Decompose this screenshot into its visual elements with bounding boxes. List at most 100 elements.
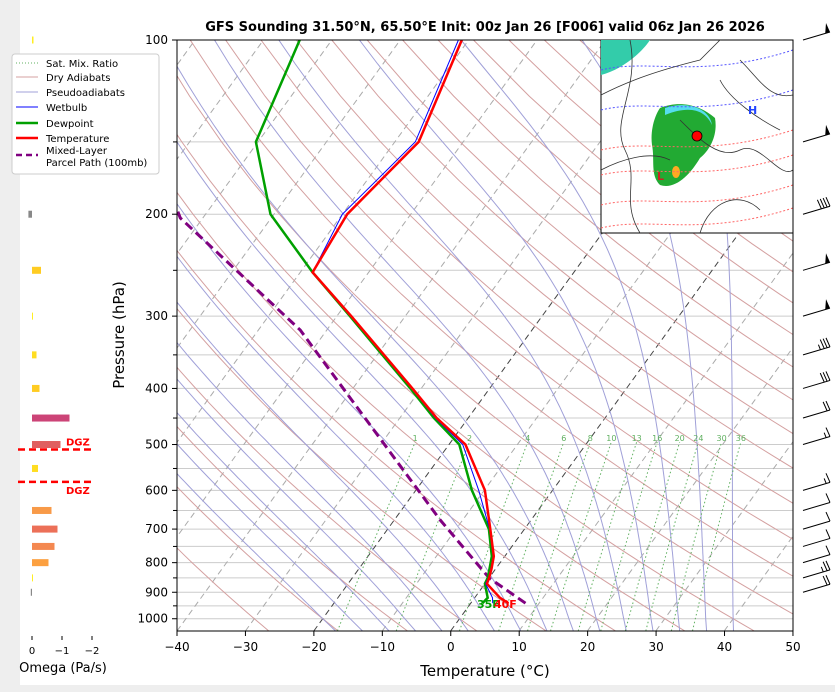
barb-pennant bbox=[825, 253, 830, 264]
barb-half bbox=[823, 478, 827, 484]
barb-full bbox=[819, 372, 825, 383]
barb-staff bbox=[802, 409, 831, 419]
mixing-ratio-line bbox=[498, 441, 565, 631]
map-height-contour bbox=[601, 129, 793, 151]
wind-barb bbox=[802, 23, 831, 41]
mixing-ratio-label: 13 bbox=[632, 434, 642, 443]
wind-barb bbox=[802, 400, 831, 419]
mixing-ratio-line bbox=[336, 441, 416, 631]
x-tick-label: −30 bbox=[233, 640, 258, 654]
x-tick-label: −40 bbox=[164, 640, 189, 654]
barb-half bbox=[820, 566, 824, 573]
legend-label-line: Mixed-Layer bbox=[46, 146, 108, 157]
pseudoadiabat bbox=[177, 341, 443, 631]
barb-full bbox=[825, 427, 831, 437]
dgz-label: DGZ bbox=[66, 486, 90, 497]
pseudoadiabat bbox=[177, 202, 522, 631]
omega-bar bbox=[32, 384, 40, 392]
barb-pennant bbox=[825, 124, 830, 136]
mixing-ratio-label: 30 bbox=[717, 434, 727, 443]
x-tick-label: −20 bbox=[301, 640, 326, 654]
dry-adiabat bbox=[225, 40, 793, 540]
omega-bar bbox=[32, 574, 33, 582]
y-tick-label: 100 bbox=[145, 33, 168, 47]
omega-bar bbox=[32, 525, 58, 533]
legend-label: Temperature bbox=[45, 134, 109, 145]
barb-staff bbox=[802, 554, 831, 564]
pseudoadiabat bbox=[177, 378, 416, 631]
dry-adiabat bbox=[177, 486, 339, 631]
wind-barb bbox=[802, 511, 831, 530]
barb-full bbox=[822, 561, 828, 571]
barb-full bbox=[822, 401, 828, 412]
mixing-ratio-label: 2 bbox=[467, 434, 472, 443]
omega-bar bbox=[30, 588, 32, 596]
x-tick-label: 0 bbox=[447, 640, 455, 654]
barb-half bbox=[817, 344, 821, 350]
y-tick-label: 200 bbox=[145, 207, 168, 221]
map-height-contour bbox=[601, 49, 793, 71]
barb-full bbox=[825, 371, 831, 381]
mixing-ratio-label: 36 bbox=[736, 434, 746, 443]
wind-barb bbox=[802, 575, 831, 593]
omega-bar bbox=[32, 559, 49, 567]
x-tick-label: 10 bbox=[512, 640, 527, 654]
x-tick-label: 50 bbox=[785, 640, 800, 654]
dry-adiabat bbox=[177, 133, 755, 631]
mixing-ratio-line bbox=[670, 441, 723, 631]
y-tick-label: 700 bbox=[145, 522, 168, 536]
dry-adiabat bbox=[177, 249, 616, 631]
x-tick-label: −10 bbox=[370, 640, 395, 654]
x-tick-label: 40 bbox=[717, 640, 732, 654]
wind-barb bbox=[802, 197, 831, 215]
pseudoadiabat bbox=[214, 40, 601, 631]
omega-bar bbox=[32, 36, 34, 44]
surface-dewpoint-label: 35F bbox=[477, 598, 500, 611]
barb-staff bbox=[802, 307, 831, 317]
barb-full bbox=[825, 560, 831, 571]
x-tick-label: 20 bbox=[580, 640, 595, 654]
barb-staff bbox=[802, 537, 831, 547]
map-precip bbox=[601, 40, 650, 75]
legend-label-line: Parcel Path (100mb) bbox=[46, 158, 147, 169]
station-marker bbox=[691, 130, 703, 142]
parcel-path-line bbox=[177, 205, 527, 605]
mixing-ratio-line bbox=[550, 441, 612, 631]
omega-tick-label: 0 bbox=[29, 646, 35, 657]
legend-label: Dry Adiabats bbox=[46, 73, 110, 84]
isotherm bbox=[244, 40, 675, 631]
barb-staff bbox=[802, 205, 831, 215]
dry-adiabat bbox=[473, 40, 793, 304]
legend-label: Wetbulb bbox=[46, 103, 87, 114]
mixing-ratio-line bbox=[645, 441, 699, 631]
pseudoadiabat bbox=[177, 301, 469, 631]
omega-bar bbox=[28, 210, 32, 218]
barb-full bbox=[822, 197, 828, 208]
isotherm bbox=[177, 40, 470, 444]
dry-adiabat bbox=[177, 191, 686, 631]
omega-bar bbox=[32, 464, 38, 472]
dry-adiabat bbox=[296, 40, 793, 469]
wind-barb bbox=[802, 371, 831, 389]
pseudoadiabat bbox=[694, 40, 734, 631]
isotherm bbox=[655, 440, 793, 631]
map-precip bbox=[651, 104, 716, 186]
mixing-ratio-line bbox=[458, 441, 529, 631]
barb-staff bbox=[802, 346, 831, 356]
barb-full bbox=[825, 473, 831, 483]
isotherm bbox=[177, 40, 401, 349]
pseudoadiabat bbox=[278, 40, 627, 631]
barb-full bbox=[825, 529, 831, 539]
barb-full bbox=[822, 575, 828, 586]
barb-half bbox=[823, 432, 827, 438]
wind-barb bbox=[802, 124, 831, 143]
barb-staff bbox=[802, 261, 831, 271]
surface-temperature-label: 40F bbox=[494, 598, 517, 611]
isotherm bbox=[313, 40, 743, 631]
mixing-ratio-label: 4 bbox=[525, 434, 530, 443]
dry-adiabat bbox=[366, 40, 793, 401]
isotherm bbox=[518, 252, 793, 631]
omega-bar bbox=[32, 506, 52, 514]
mixing-ratio-label: 16 bbox=[652, 434, 662, 443]
wind-barb bbox=[802, 545, 831, 564]
